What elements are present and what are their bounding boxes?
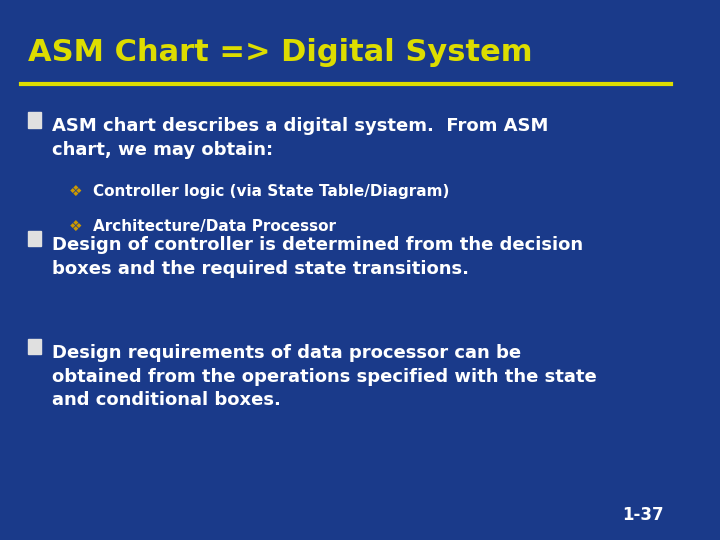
Text: Design requirements of data processor can be
obtained from the operations specif: Design requirements of data processor ca… [52, 344, 597, 409]
Text: ❖: ❖ [69, 219, 83, 234]
Text: Architecture/Data Processor: Architecture/Data Processor [94, 219, 336, 234]
Bar [27, 339, 42, 354]
Text: Design of controller is determined from the decision
boxes and the required stat: Design of controller is determined from … [52, 236, 583, 278]
Text: 1-37: 1-37 [622, 506, 664, 524]
Text: Controller logic (via State Table/Diagram): Controller logic (via State Table/Diagra… [94, 184, 450, 199]
Bar [27, 112, 42, 127]
Text: ASM chart describes a digital system.  From ASM
chart, we may obtain:: ASM chart describes a digital system. Fr… [52, 117, 548, 159]
Text: ASM Chart => Digital System: ASM Chart => Digital System [27, 38, 532, 67]
Text: ❖: ❖ [69, 184, 83, 199]
Bar [27, 231, 42, 246]
